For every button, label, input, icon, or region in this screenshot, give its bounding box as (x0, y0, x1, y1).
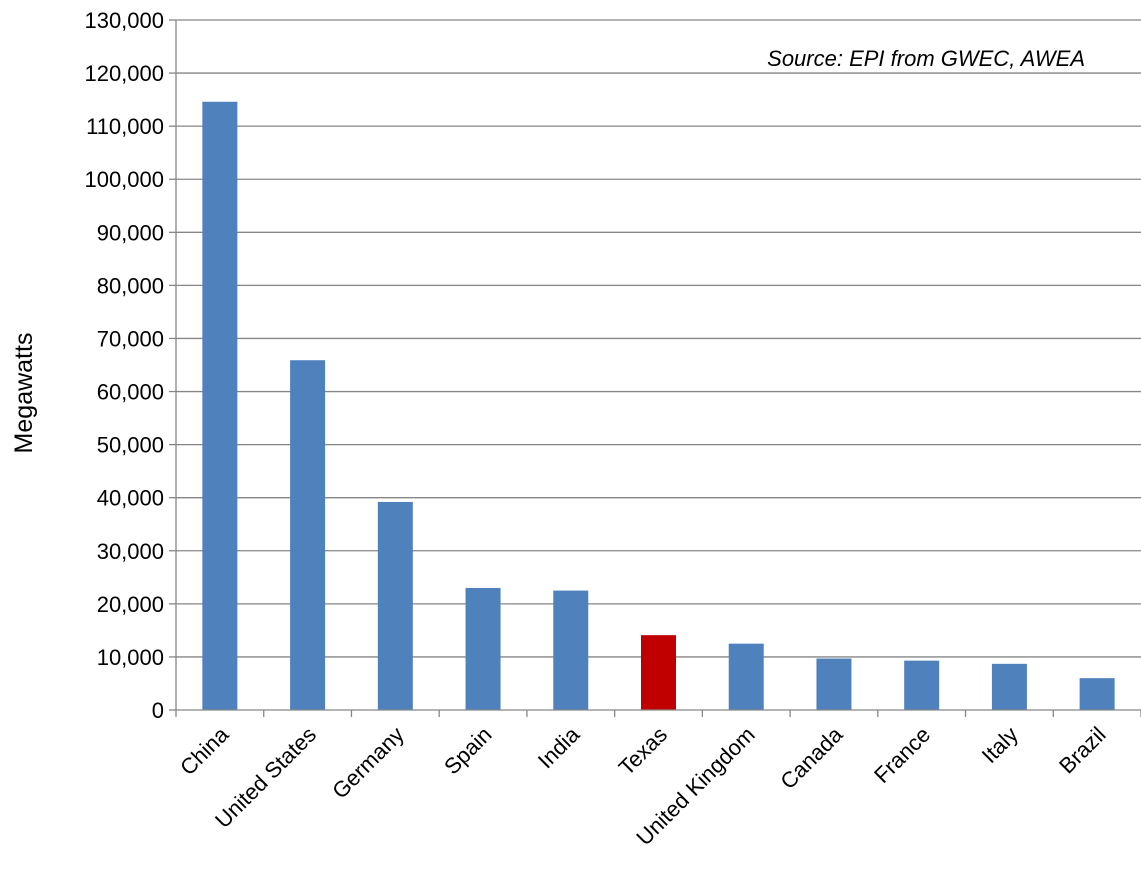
y-tick-label: 50,000 (97, 433, 164, 458)
bar-texas (641, 635, 676, 710)
bar-united-kingdom (728, 643, 764, 710)
y-tick-label: 70,000 (97, 326, 164, 351)
x-tick-label: India (533, 721, 585, 773)
y-tick-label: 0 (152, 698, 164, 723)
bar-spain (465, 587, 501, 710)
x-tick-label: Canada (775, 721, 848, 794)
source-annotation: Source: EPI from GWEC, AWEA (767, 46, 1085, 71)
y-tick-label: 20,000 (97, 592, 164, 617)
axes (169, 19, 1141, 717)
bar-united-states (290, 360, 326, 710)
y-tick-label: 40,000 (97, 486, 164, 511)
bar-india (553, 590, 589, 710)
bars (202, 101, 1115, 710)
y-tick-label: 130,000 (84, 8, 164, 33)
bar-italy (991, 663, 1027, 710)
y-tick-label: 60,000 (97, 380, 164, 405)
y-tick-label: 120,000 (84, 61, 164, 86)
y-tick-label: 110,000 (86, 114, 164, 139)
y-axis-title: Megawatts (10, 333, 38, 454)
y-tick-label: 30,000 (97, 539, 164, 564)
x-tick-label: Germany (327, 722, 409, 804)
bar-brazil (1079, 678, 1115, 710)
x-tick-label: Texas (614, 722, 672, 780)
gridlines (176, 19, 1141, 658)
bar-canada (816, 658, 852, 710)
x-tick-label: China (175, 721, 234, 780)
x-tick-label: France (869, 722, 935, 788)
x-tick-label: Italy (977, 722, 1023, 768)
y-tick-labels: 0 10,000 20,000 30,000 40,000 50,000 60,000 70,… (84, 8, 164, 723)
x-tick-label: Brazil (1054, 722, 1111, 779)
y-tick-label: 10,000 (97, 645, 164, 670)
y-tick-label: 90,000 (97, 220, 164, 245)
x-tick-label: Spain (439, 722, 496, 779)
bar-china (202, 101, 238, 710)
bar-germany (377, 501, 413, 710)
y-tick-label: 80,000 (97, 273, 164, 298)
y-tick-label: 100,000 (84, 167, 164, 192)
bar-france (904, 660, 940, 710)
